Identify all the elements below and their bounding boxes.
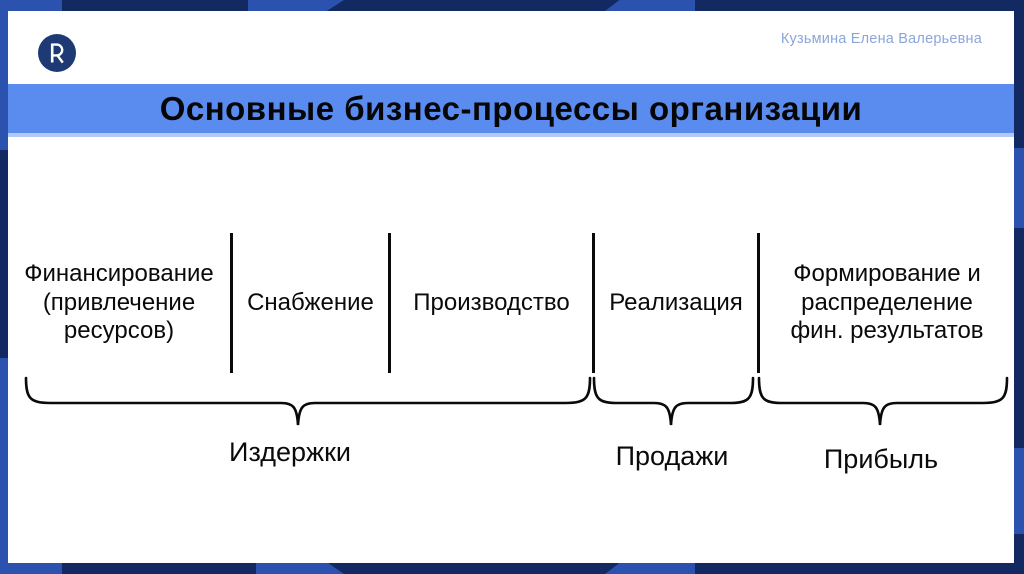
stage-divider [592,233,595,373]
group-label-sales: Продажи [615,441,729,471]
stage-text-line: ресурсов) [63,317,175,345]
process-stage-row: Финансирование (привлечение ресурсов) Сн… [8,233,1014,373]
right-border [1014,0,1024,574]
author-name: Кузьмина Елена Валерьевна [780,31,982,47]
stage-supply: Снабжение [233,289,388,318]
hse-logo-icon [38,34,76,72]
band-segment [0,0,62,11]
stage-text-line: Реализация [609,288,743,316]
stage-production: Производство [391,289,592,318]
band-segment [0,563,62,574]
stage-text-line: Снабжение [247,288,374,316]
stage-text-line: фин. результатов [790,317,984,345]
stage-divider [757,233,760,373]
stage-financial-results: Формирование и распределение фин. резуль… [760,260,1014,346]
left-border [0,0,8,574]
group-label-profit: Прибыль [823,444,939,474]
band-segment [605,0,695,11]
stage-financing: Финансирование (привлечение ресурсов) [8,260,230,346]
band-segment [605,563,695,574]
stage-divider [388,233,391,373]
stage-text-line: распределение [801,288,973,316]
stage-divider [230,233,233,373]
bottom-border-band [0,563,1024,574]
top-border-band [0,0,1024,11]
stage-text-line: (привлечение [42,288,196,316]
band-segment [256,563,344,574]
slide-title: Основные бизнес-процессы организации [159,89,863,127]
title-bar: Основные бизнес-процессы организации [8,84,1014,137]
stage-text-line: Формирование и [793,260,981,288]
stage-text-line: Финансирование [24,260,214,288]
group-label-costs: Издержки [229,437,351,467]
band-segment [248,0,344,11]
stage-text-line: Производство [413,288,570,316]
stage-sales-realization: Реализация [595,289,757,318]
